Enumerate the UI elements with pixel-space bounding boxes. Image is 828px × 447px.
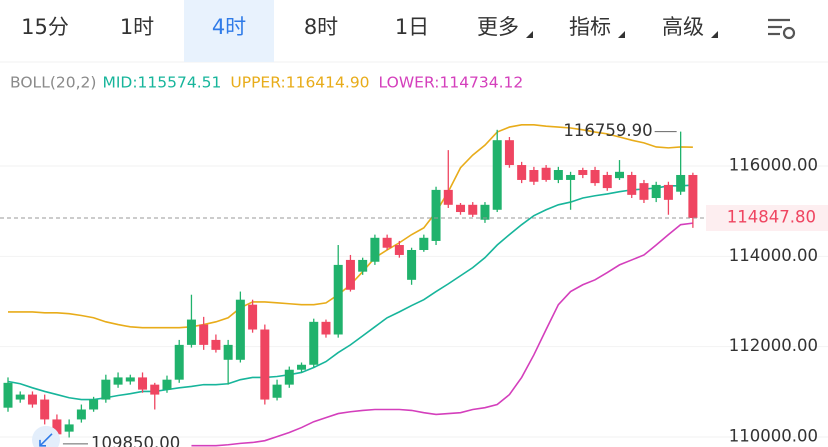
candle-body: [615, 171, 624, 179]
tab[interactable]: 指标: [569, 15, 611, 39]
candle-body: [125, 377, 135, 382]
candle-body: [370, 237, 380, 262]
candle-body: [76, 409, 86, 420]
candle-body: [235, 299, 245, 360]
tab[interactable]: 高级: [662, 15, 704, 39]
dropdown-caret: [526, 31, 533, 38]
candle-body: [345, 259, 355, 290]
legend-entry: UPPER:116414.90: [230, 74, 369, 92]
tab[interactable]: 4时: [212, 15, 246, 39]
candle-body: [407, 249, 417, 280]
dropdown-caret: [711, 31, 718, 38]
tab-selected-bg: [184, 0, 274, 62]
y-tick-label: 114000.00: [729, 246, 818, 265]
tab-bar: [0, 0, 828, 62]
annotation: 116759.90: [563, 121, 652, 140]
candle-body: [40, 399, 50, 420]
candle-body: [676, 174, 686, 192]
candle-body: [663, 184, 673, 200]
candle-body: [272, 384, 282, 398]
candle-body: [333, 264, 343, 335]
candle-body: [492, 140, 502, 210]
candle-body: [284, 369, 294, 385]
legend-entry: MID:115574.51: [102, 74, 221, 92]
candle-body: [651, 184, 661, 199]
candle-body: [480, 204, 490, 220]
annotation-arrow: [39, 433, 53, 447]
candle-body: [260, 329, 270, 400]
candle-body: [113, 377, 123, 385]
candle-body: [639, 183, 649, 200]
tab[interactable]: 1时: [120, 15, 154, 39]
candle-body: [3, 382, 13, 408]
band-line: [8, 124, 693, 329]
candle-body: [627, 174, 637, 195]
candle-body: [553, 170, 563, 180]
y-tick-label: 112000.00: [729, 336, 818, 355]
candle-body: [541, 167, 551, 180]
candle-body: [321, 321, 331, 335]
candle-body: [456, 204, 466, 213]
band-line: [191, 222, 693, 447]
indicator-label: BOLL(20,2): [10, 74, 96, 92]
candle-body: [211, 339, 221, 350]
candle-body: [27, 394, 37, 405]
candle-body: [578, 170, 588, 175]
annotation: 109850.00: [91, 433, 180, 447]
candle-body: [15, 394, 25, 400]
candle-body: [688, 174, 698, 219]
candle-body: [504, 140, 514, 166]
candle-body: [468, 204, 478, 215]
y-tick-label: 110000.00: [729, 427, 818, 446]
candle-body: [602, 174, 612, 189]
legend-entry: LOWER:114734.12: [379, 74, 524, 92]
candle-body: [297, 364, 307, 370]
current-price-bg: [706, 205, 828, 232]
band-line: [7, 184, 693, 401]
candle-body: [309, 321, 319, 365]
candle-body: [138, 377, 148, 390]
candle-body: [517, 165, 527, 180]
candle-body: [89, 399, 99, 410]
candle-body: [101, 379, 111, 400]
candle-body: [162, 379, 172, 390]
tab[interactable]: 8时: [304, 15, 338, 39]
candle-body: [64, 424, 74, 432]
candle-body: [443, 189, 453, 205]
current-price-label: 114847.80: [727, 208, 816, 227]
candle-body: [150, 384, 160, 395]
candle-body: [566, 174, 576, 180]
y-tick-label: 116000.00: [729, 155, 818, 174]
tab[interactable]: 更多: [477, 15, 519, 39]
candle-body: [394, 245, 404, 255]
candle-body: [431, 189, 441, 241]
candle-body: [223, 344, 233, 360]
settings-icon[interactable]: [768, 18, 796, 40]
candle-body: [248, 304, 258, 330]
annotation-icon-bg: [32, 425, 60, 447]
candle-body: [382, 237, 392, 248]
candle-body: [174, 344, 184, 380]
candle-body: [590, 170, 600, 184]
candle-body: [358, 259, 368, 272]
tab[interactable]: 15分: [21, 15, 69, 39]
candle-body: [529, 170, 539, 182]
tab[interactable]: 1日: [395, 15, 429, 39]
candle-body: [52, 419, 62, 435]
candle-body: [199, 324, 209, 345]
dropdown-caret: [618, 31, 625, 38]
candle-body: [186, 319, 196, 345]
candle-body: [419, 237, 429, 250]
